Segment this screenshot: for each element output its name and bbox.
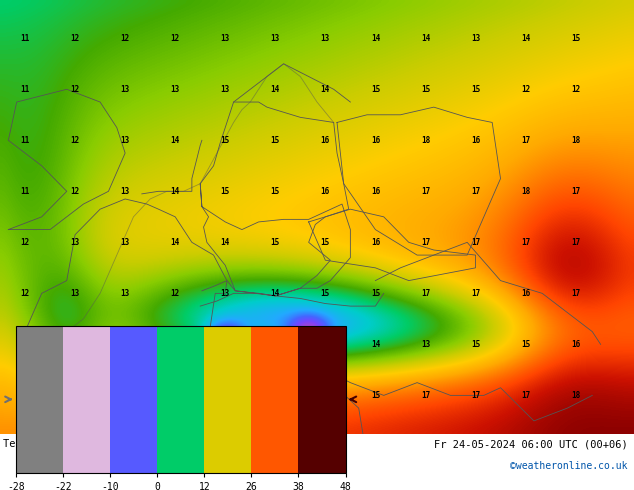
Text: 18: 18 bbox=[571, 391, 580, 400]
Text: 15: 15 bbox=[321, 289, 330, 298]
Text: 15: 15 bbox=[371, 391, 380, 400]
Text: 14: 14 bbox=[421, 34, 430, 43]
Text: 16: 16 bbox=[321, 136, 330, 145]
Text: 17: 17 bbox=[571, 187, 580, 196]
Text: 12: 12 bbox=[571, 85, 580, 94]
Text: 15: 15 bbox=[471, 85, 480, 94]
Text: 16: 16 bbox=[371, 187, 380, 196]
Text: 14: 14 bbox=[371, 34, 380, 43]
Text: 17: 17 bbox=[521, 391, 530, 400]
Text: 13: 13 bbox=[221, 34, 230, 43]
Text: 13: 13 bbox=[171, 85, 180, 94]
Text: 12: 12 bbox=[271, 340, 280, 349]
Text: 14: 14 bbox=[171, 136, 180, 145]
Text: 17: 17 bbox=[421, 187, 430, 196]
Text: 16: 16 bbox=[471, 136, 480, 145]
Text: 16: 16 bbox=[371, 136, 380, 145]
Text: 14: 14 bbox=[271, 289, 280, 298]
Text: 12: 12 bbox=[20, 289, 30, 298]
Text: 12: 12 bbox=[70, 187, 80, 196]
Text: 15: 15 bbox=[521, 340, 530, 349]
Text: 16: 16 bbox=[371, 238, 380, 247]
Text: 12: 12 bbox=[171, 391, 180, 400]
Text: 12: 12 bbox=[171, 289, 180, 298]
Text: 15: 15 bbox=[321, 238, 330, 247]
Text: 13: 13 bbox=[271, 34, 280, 43]
Text: 12: 12 bbox=[70, 85, 80, 94]
Text: 17: 17 bbox=[421, 238, 430, 247]
Text: 13: 13 bbox=[421, 340, 430, 349]
Text: 14: 14 bbox=[171, 187, 180, 196]
Text: 18: 18 bbox=[521, 187, 530, 196]
Text: 17: 17 bbox=[471, 391, 480, 400]
Text: 11: 11 bbox=[221, 340, 230, 349]
Text: 15: 15 bbox=[271, 187, 280, 196]
Text: 15: 15 bbox=[371, 289, 380, 298]
Text: 15: 15 bbox=[421, 85, 430, 94]
Text: 12: 12 bbox=[171, 34, 180, 43]
Text: 15: 15 bbox=[321, 391, 330, 400]
Text: 17: 17 bbox=[571, 289, 580, 298]
Text: 13: 13 bbox=[221, 85, 230, 94]
Text: 17: 17 bbox=[521, 136, 530, 145]
Text: 17: 17 bbox=[571, 238, 580, 247]
Text: 15: 15 bbox=[571, 34, 580, 43]
Text: 14: 14 bbox=[271, 85, 280, 94]
Text: 15: 15 bbox=[271, 238, 280, 247]
Text: 12: 12 bbox=[70, 136, 80, 145]
Text: 14: 14 bbox=[120, 391, 130, 400]
Text: 13: 13 bbox=[70, 289, 80, 298]
Text: 13: 13 bbox=[70, 238, 80, 247]
Text: 15: 15 bbox=[70, 391, 80, 400]
Text: 13: 13 bbox=[471, 34, 480, 43]
Text: Temperature (2m) [°C] ECMWF: Temperature (2m) [°C] ECMWF bbox=[3, 439, 172, 449]
Text: 13: 13 bbox=[120, 85, 130, 94]
Text: 14: 14 bbox=[321, 85, 330, 94]
Text: 14: 14 bbox=[371, 340, 380, 349]
Text: 18: 18 bbox=[421, 136, 430, 145]
Text: 12: 12 bbox=[20, 340, 30, 349]
Text: 12: 12 bbox=[120, 34, 130, 43]
Text: 12: 12 bbox=[70, 340, 80, 349]
Text: 16: 16 bbox=[321, 187, 330, 196]
Text: 13: 13 bbox=[120, 238, 130, 247]
Text: 13: 13 bbox=[120, 136, 130, 145]
Text: 10: 10 bbox=[171, 340, 180, 349]
Text: 11: 11 bbox=[20, 34, 30, 43]
Text: 12: 12 bbox=[321, 340, 330, 349]
Text: 15: 15 bbox=[221, 187, 230, 196]
Text: ©weatheronline.co.uk: ©weatheronline.co.uk bbox=[510, 461, 628, 471]
Text: 17: 17 bbox=[471, 289, 480, 298]
Text: 15: 15 bbox=[271, 136, 280, 145]
Text: 13: 13 bbox=[321, 34, 330, 43]
Text: 17: 17 bbox=[521, 238, 530, 247]
Text: 15: 15 bbox=[221, 136, 230, 145]
Text: 11: 11 bbox=[20, 85, 30, 94]
Text: 13: 13 bbox=[221, 391, 230, 400]
Text: 13: 13 bbox=[271, 391, 280, 400]
Text: 17: 17 bbox=[471, 238, 480, 247]
Text: 12: 12 bbox=[70, 34, 80, 43]
Text: 13: 13 bbox=[120, 187, 130, 196]
Text: 13: 13 bbox=[221, 289, 230, 298]
Text: 12: 12 bbox=[521, 85, 530, 94]
Text: 15: 15 bbox=[471, 340, 480, 349]
Text: 15: 15 bbox=[371, 85, 380, 94]
Text: 14: 14 bbox=[521, 34, 530, 43]
Text: 17: 17 bbox=[421, 391, 430, 400]
Text: 12: 12 bbox=[120, 340, 130, 349]
Text: 14: 14 bbox=[221, 238, 230, 247]
Text: 14: 14 bbox=[171, 238, 180, 247]
Text: 17: 17 bbox=[421, 289, 430, 298]
Text: 12: 12 bbox=[20, 238, 30, 247]
Text: 13: 13 bbox=[120, 289, 130, 298]
Text: 17: 17 bbox=[471, 187, 480, 196]
Text: 14: 14 bbox=[20, 391, 30, 400]
Text: 16: 16 bbox=[521, 289, 530, 298]
Text: 16: 16 bbox=[571, 340, 580, 349]
Text: 11: 11 bbox=[20, 187, 30, 196]
Text: 11: 11 bbox=[20, 136, 30, 145]
Text: Fr 24-05-2024 06:00 UTC (00+06): Fr 24-05-2024 06:00 UTC (00+06) bbox=[434, 439, 628, 449]
Text: 18: 18 bbox=[571, 136, 580, 145]
